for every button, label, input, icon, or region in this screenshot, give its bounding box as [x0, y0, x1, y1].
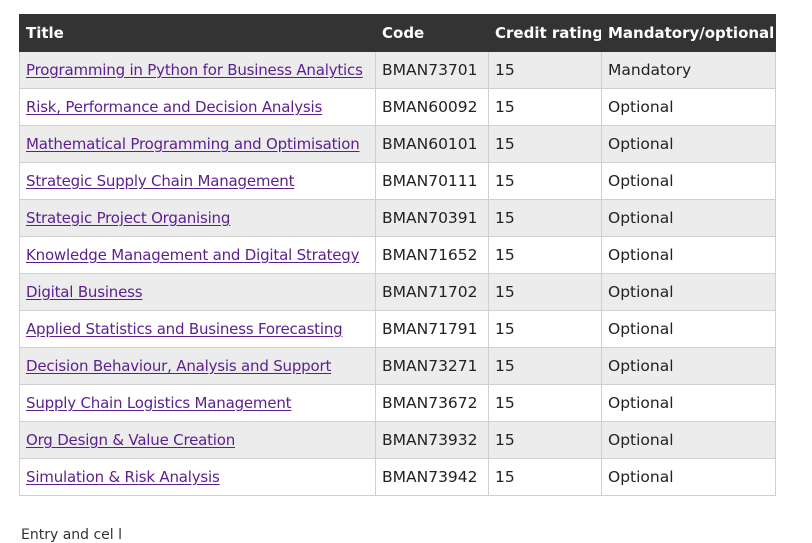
- credit-rating-cell: 15: [488, 421, 602, 459]
- unit-code-cell: BMAN73932: [375, 421, 489, 459]
- unit-title-cell: Supply Chain Logistics Management: [19, 384, 376, 422]
- table-header: Title Code Credit rating Mandatory/optio…: [19, 14, 776, 52]
- unit-code-cell: BMAN73271: [375, 347, 489, 385]
- mandatory-optional-cell: Mandatory: [601, 51, 776, 89]
- unit-title-link[interactable]: Strategic Project Organising: [26, 209, 231, 227]
- unit-title-link[interactable]: Programming in Python for Business Analy…: [26, 61, 363, 79]
- unit-title-link[interactable]: Digital Business: [26, 283, 143, 301]
- mandatory-optional-cell: Optional: [601, 273, 776, 311]
- unit-title-link[interactable]: Risk, Performance and Decision Analysis: [26, 98, 323, 116]
- unit-title-cell: Decision Behaviour, Analysis and Support: [19, 347, 376, 385]
- credit-rating-cell: 15: [488, 88, 602, 126]
- column-header-mandatory-optional: Mandatory/optional: [601, 14, 776, 52]
- unit-code-cell: BMAN73672: [375, 384, 489, 422]
- table-row: Strategic Project Organising BMAN70391 1…: [19, 199, 776, 237]
- unit-title-cell: Risk, Performance and Decision Analysis: [19, 88, 376, 126]
- credit-rating-cell: 15: [488, 310, 602, 348]
- table-row: Risk, Performance and Decision Analysis …: [19, 88, 776, 126]
- unit-title-link[interactable]: Mathematical Programming and Optimisatio…: [26, 135, 360, 153]
- mandatory-optional-cell: Optional: [601, 421, 776, 459]
- unit-title-link[interactable]: Strategic Supply Chain Management: [26, 172, 295, 190]
- unit-title-cell: Digital Business: [19, 273, 376, 311]
- unit-title-link[interactable]: Knowledge Management and Digital Strateg…: [26, 246, 360, 264]
- unit-title-cell: Mathematical Programming and Optimisatio…: [19, 125, 376, 163]
- header-row: Title Code Credit rating Mandatory/optio…: [19, 14, 776, 52]
- table-body: Programming in Python for Business Analy…: [19, 51, 776, 496]
- unit-code-cell: BMAN60101: [375, 125, 489, 163]
- mandatory-optional-cell: Optional: [601, 199, 776, 237]
- unit-title-link[interactable]: Simulation & Risk Analysis: [26, 468, 220, 486]
- unit-code-cell: BMAN71702: [375, 273, 489, 311]
- unit-code-cell: BMAN71791: [375, 310, 489, 348]
- table-row: Knowledge Management and Digital Strateg…: [19, 236, 776, 274]
- unit-code-cell: BMAN71652: [375, 236, 489, 274]
- table-row: Programming in Python for Business Analy…: [19, 51, 776, 89]
- unit-title-cell: Programming in Python for Business Analy…: [19, 51, 376, 89]
- column-header-credit-rating: Credit rating: [488, 14, 602, 52]
- table-row: Supply Chain Logistics Management BMAN73…: [19, 384, 776, 422]
- unit-title-link[interactable]: Decision Behaviour, Analysis and Support: [26, 357, 332, 375]
- unit-title-cell: Knowledge Management and Digital Strateg…: [19, 236, 376, 274]
- unit-title-link[interactable]: Applied Statistics and Business Forecast…: [26, 320, 343, 338]
- unit-code-cell: BMAN70111: [375, 162, 489, 200]
- unit-title-link[interactable]: Supply Chain Logistics Management: [26, 394, 292, 412]
- unit-title-link[interactable]: Org Design & Value Creation: [26, 431, 236, 449]
- course-units-table: Title Code Credit rating Mandatory/optio…: [19, 14, 776, 496]
- unit-code-cell: BMAN73942: [375, 458, 489, 496]
- credit-rating-cell: 15: [488, 125, 602, 163]
- credit-rating-cell: 15: [488, 273, 602, 311]
- mandatory-optional-cell: Optional: [601, 384, 776, 422]
- table-row: Strategic Supply Chain Management BMAN70…: [19, 162, 776, 200]
- unit-title-cell: Applied Statistics and Business Forecast…: [19, 310, 376, 348]
- credit-rating-cell: 15: [488, 236, 602, 274]
- mandatory-optional-cell: Optional: [601, 347, 776, 385]
- footnote-text: Entry and cel l: [21, 527, 123, 543]
- mandatory-optional-cell: Optional: [601, 125, 776, 163]
- unit-title-cell: Simulation & Risk Analysis: [19, 458, 376, 496]
- mandatory-optional-cell: Optional: [601, 310, 776, 348]
- mandatory-optional-cell: Optional: [601, 88, 776, 126]
- table-row: Applied Statistics and Business Forecast…: [19, 310, 776, 348]
- mandatory-optional-cell: Optional: [601, 458, 776, 496]
- unit-code-cell: BMAN60092: [375, 88, 489, 126]
- mandatory-optional-cell: Optional: [601, 236, 776, 274]
- mandatory-optional-cell: Optional: [601, 162, 776, 200]
- unit-title-cell: Strategic Project Organising: [19, 199, 376, 237]
- column-header-title: Title: [19, 14, 376, 52]
- column-header-code: Code: [375, 14, 489, 52]
- credit-rating-cell: 15: [488, 458, 602, 496]
- table-row: Digital Business BMAN71702 15 Optional: [19, 273, 776, 311]
- unit-title-cell: Strategic Supply Chain Management: [19, 162, 376, 200]
- table-row: Decision Behaviour, Analysis and Support…: [19, 347, 776, 385]
- unit-code-cell: BMAN70391: [375, 199, 489, 237]
- table-row: Simulation & Risk Analysis BMAN73942 15 …: [19, 458, 776, 496]
- unit-title-cell: Org Design & Value Creation: [19, 421, 376, 459]
- table-row: Org Design & Value Creation BMAN73932 15…: [19, 421, 776, 459]
- unit-code-cell: BMAN73701: [375, 51, 489, 89]
- credit-rating-cell: 15: [488, 51, 602, 89]
- table-row: Mathematical Programming and Optimisatio…: [19, 125, 776, 163]
- credit-rating-cell: 15: [488, 199, 602, 237]
- credit-rating-cell: 15: [488, 162, 602, 200]
- credit-rating-cell: 15: [488, 384, 602, 422]
- credit-rating-cell: 15: [488, 347, 602, 385]
